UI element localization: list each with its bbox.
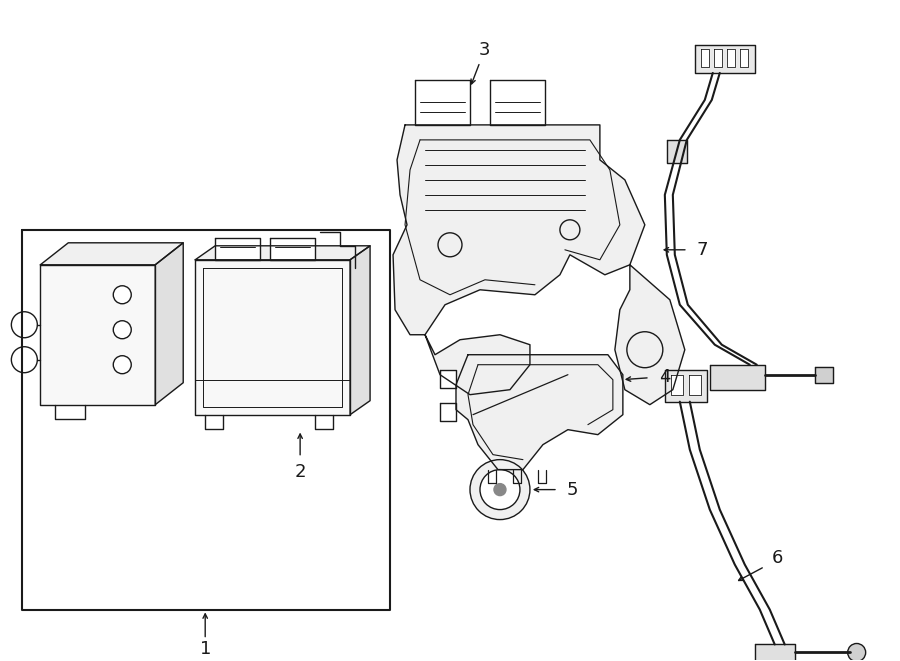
- Polygon shape: [665, 369, 706, 402]
- Circle shape: [438, 233, 462, 256]
- Circle shape: [113, 321, 131, 338]
- Text: 4: 4: [659, 368, 670, 386]
- Polygon shape: [195, 260, 350, 414]
- Polygon shape: [814, 367, 832, 383]
- Circle shape: [627, 332, 662, 368]
- Polygon shape: [415, 80, 470, 125]
- Polygon shape: [215, 238, 260, 260]
- Circle shape: [470, 459, 530, 520]
- Polygon shape: [155, 243, 184, 405]
- Polygon shape: [490, 80, 544, 125]
- Circle shape: [494, 484, 506, 496]
- Polygon shape: [710, 365, 765, 390]
- Text: 5: 5: [566, 481, 578, 498]
- Polygon shape: [195, 246, 370, 260]
- Text: 1: 1: [200, 641, 211, 658]
- Polygon shape: [440, 369, 456, 388]
- Circle shape: [848, 644, 866, 661]
- Polygon shape: [670, 375, 683, 395]
- Polygon shape: [755, 644, 795, 661]
- Polygon shape: [688, 375, 701, 395]
- Polygon shape: [425, 334, 530, 395]
- Polygon shape: [714, 49, 722, 67]
- Polygon shape: [615, 265, 685, 405]
- Text: 3: 3: [478, 41, 490, 59]
- Polygon shape: [740, 49, 748, 67]
- Polygon shape: [40, 243, 184, 265]
- Polygon shape: [350, 246, 370, 414]
- Circle shape: [113, 356, 131, 373]
- Polygon shape: [40, 265, 155, 405]
- Polygon shape: [393, 125, 644, 334]
- Circle shape: [560, 220, 580, 240]
- Circle shape: [12, 347, 37, 373]
- Circle shape: [12, 312, 37, 338]
- Polygon shape: [695, 45, 755, 73]
- Polygon shape: [456, 355, 623, 469]
- Polygon shape: [270, 238, 315, 260]
- Text: 2: 2: [294, 463, 306, 481]
- Polygon shape: [727, 49, 734, 67]
- Circle shape: [113, 286, 131, 304]
- Polygon shape: [440, 403, 456, 420]
- Polygon shape: [701, 49, 709, 67]
- Circle shape: [480, 469, 520, 510]
- Text: 7: 7: [696, 241, 707, 259]
- Text: 6: 6: [772, 549, 783, 566]
- Polygon shape: [667, 140, 687, 163]
